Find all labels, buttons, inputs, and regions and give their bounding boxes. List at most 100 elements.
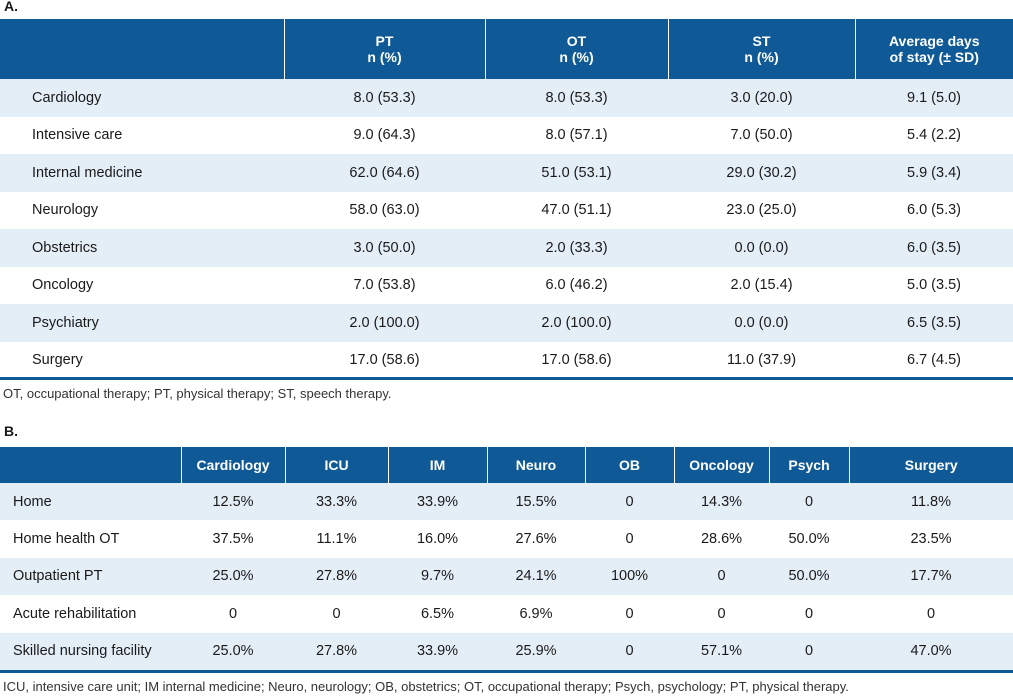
tableB-header-7: Psych bbox=[769, 447, 850, 483]
table-row: Psychiatry 2.0 (100.0) 2.0 (100.0) 0.0 (0.0… bbox=[0, 304, 1013, 342]
table-cell: 5.4 (2.2) bbox=[855, 116, 1013, 154]
table-cell: 11.1% bbox=[285, 520, 388, 558]
table-cell: 27.8% bbox=[285, 632, 388, 670]
table-cell: 100% bbox=[585, 557, 674, 596]
table-cell: 25.0% bbox=[181, 557, 285, 596]
table-cell: 0 bbox=[585, 520, 674, 558]
table-b-label: B. bbox=[4, 423, 18, 439]
table-cell: 0 bbox=[585, 483, 674, 521]
table-cell: 0 bbox=[585, 632, 674, 670]
table-cell: 9.7% bbox=[388, 557, 487, 596]
tableB-header-6: Oncology bbox=[674, 447, 770, 483]
table-cell: 0 bbox=[285, 595, 388, 633]
table-b: Cardiology ICU IM Neuro OB Oncology Psych Surge… bbox=[0, 447, 1013, 670]
table-row: Oncology 7.0 (53.8) 6.0 (46.2) 2.0 (15.4) 5.… bbox=[0, 266, 1013, 304]
table-row: Outpatient PT 25.0% 27.8% 9.7% 24.1% 100% 0 50.… bbox=[0, 557, 1013, 596]
tableB-header-1: Cardiology bbox=[181, 447, 286, 483]
table-a: PT n (%) OT n (%) ST n (%) Average days of stay… bbox=[0, 19, 1013, 379]
tableB-header-8: Surgery bbox=[849, 447, 1013, 483]
row-label: Intensive care bbox=[0, 116, 284, 154]
table-b-body: Home 12.5% 33.3% 33.9% 15.5% 0 14.3% 0 11.8% Home… bbox=[0, 483, 1013, 670]
table-cell: 8.0 (53.3) bbox=[284, 79, 485, 117]
tableB-header-5: OB bbox=[585, 447, 675, 483]
table-b-header-row: Cardiology ICU IM Neuro OB Oncology Psych Surge… bbox=[0, 447, 1013, 483]
table-cell: 62.0 (64.6) bbox=[284, 154, 485, 192]
table-a-label: A. bbox=[4, 0, 18, 14]
table-cell: 51.0 (53.1) bbox=[485, 154, 668, 192]
table-cell: 15.5% bbox=[487, 483, 585, 521]
tableA-header-3: ST n (%) bbox=[668, 19, 856, 79]
table-cell: 9.1 (5.0) bbox=[855, 79, 1013, 117]
table-cell: 50.0% bbox=[769, 520, 849, 558]
table-cell: 2.0 (100.0) bbox=[485, 304, 668, 342]
table-cell: 0 bbox=[674, 557, 769, 596]
table-cell: 33.3% bbox=[285, 483, 388, 521]
table-b-bottom-rule bbox=[0, 670, 1013, 673]
table-cell: 2.0 (33.3) bbox=[485, 229, 668, 267]
table-cell: 11.8% bbox=[849, 483, 1013, 521]
tableB-header-4: Neuro bbox=[487, 447, 586, 483]
row-label: Skilled nursing facility bbox=[0, 632, 181, 670]
row-label: Obstetrics bbox=[0, 229, 284, 267]
table-cell: 2.0 (100.0) bbox=[284, 304, 485, 342]
table-cell: 6.0 (3.5) bbox=[855, 229, 1013, 267]
table-row: Acute rehabilitation 0 0 6.5% 6.9% 0 0 0 0 bbox=[0, 595, 1013, 633]
tableB-header-2: ICU bbox=[285, 447, 389, 483]
table-cell: 0 bbox=[674, 595, 769, 633]
table-cell: 27.8% bbox=[285, 557, 388, 596]
table-a-bottom-rule bbox=[0, 377, 1013, 380]
row-label: Acute rehabilitation bbox=[0, 595, 181, 633]
table-cell: 0 bbox=[585, 595, 674, 633]
tableA-header-2: OT n (%) bbox=[485, 19, 669, 79]
table-cell: 6.7 (4.5) bbox=[855, 341, 1013, 379]
table-b-footnote: ICU, intensive care unit; IM internal me… bbox=[3, 679, 849, 694]
tableA-header-4: Average days of stay (± SD) bbox=[855, 19, 1013, 79]
tableB-header-3: IM bbox=[388, 447, 488, 483]
table-a-header-row: PT n (%) OT n (%) ST n (%) Average days of stay… bbox=[0, 19, 1013, 79]
table-cell: 7.0 (50.0) bbox=[668, 116, 855, 154]
table-row: Surgery 17.0 (58.6) 17.0 (58.6) 11.0 (37.9)… bbox=[0, 341, 1013, 379]
table-cell: 0 bbox=[769, 483, 849, 521]
table-cell: 6.5% bbox=[388, 595, 487, 633]
table-row: Neurology 58.0 (63.0) 47.0 (51.1) 23.0 (25.… bbox=[0, 191, 1013, 229]
table-cell: 33.9% bbox=[388, 483, 487, 521]
table-cell: 5.9 (3.4) bbox=[855, 154, 1013, 192]
table-cell: 0 bbox=[849, 595, 1013, 633]
table-cell: 33.9% bbox=[388, 632, 487, 670]
table-a-footnote: OT, occupational therapy; PT, physical t… bbox=[3, 386, 392, 401]
table-cell: 25.0% bbox=[181, 632, 285, 670]
table-cell: 50.0% bbox=[769, 557, 849, 596]
row-label: Home health OT bbox=[0, 520, 181, 558]
table-cell: 47.0% bbox=[849, 632, 1013, 670]
table-a-body: Cardiology 8.0 (53.3) 8.0 (53.3) 3.0 (20.0)… bbox=[0, 79, 1013, 379]
table-cell: 2.0 (15.4) bbox=[668, 266, 855, 304]
table-cell: 0.0 (0.0) bbox=[668, 304, 855, 342]
table-cell: 58.0 (63.0) bbox=[284, 191, 485, 229]
row-label: Internal medicine bbox=[0, 154, 284, 192]
table-cell: 3.0 (20.0) bbox=[668, 79, 855, 117]
table-cell: 6.0 (5.3) bbox=[855, 191, 1013, 229]
table-cell: 27.6% bbox=[487, 520, 585, 558]
row-label: Cardiology bbox=[0, 79, 284, 117]
row-label: Outpatient PT bbox=[0, 557, 181, 596]
table-cell: 6.9% bbox=[487, 595, 585, 633]
table-row: Home health OT 37.5% 11.1% 16.0% 27.6% 0 28.6%… bbox=[0, 520, 1013, 558]
table-cell: 57.1% bbox=[674, 632, 769, 670]
table-cell: 8.0 (53.3) bbox=[485, 79, 668, 117]
table-cell: 7.0 (53.8) bbox=[284, 266, 485, 304]
row-label: Surgery bbox=[0, 341, 284, 379]
table-cell: 25.9% bbox=[487, 632, 585, 670]
table-row: Home 12.5% 33.3% 33.9% 15.5% 0 14.3% 0 11.8% bbox=[0, 483, 1013, 521]
table-cell: 0 bbox=[181, 595, 285, 633]
table-cell: 17.7% bbox=[849, 557, 1013, 596]
table-cell: 9.0 (64.3) bbox=[284, 116, 485, 154]
table-row: Internal medicine 62.0 (64.6) 51.0 (53.1) 2… bbox=[0, 154, 1013, 192]
table-cell: 16.0% bbox=[388, 520, 487, 558]
row-label: Oncology bbox=[0, 266, 284, 304]
table-cell: 5.0 (3.5) bbox=[855, 266, 1013, 304]
table-cell: 23.5% bbox=[849, 520, 1013, 558]
tableA-header-1: PT n (%) bbox=[284, 19, 486, 79]
row-label: Psychiatry bbox=[0, 304, 284, 342]
table-cell: 0 bbox=[769, 632, 849, 670]
table-cell: 6.0 (46.2) bbox=[485, 266, 668, 304]
